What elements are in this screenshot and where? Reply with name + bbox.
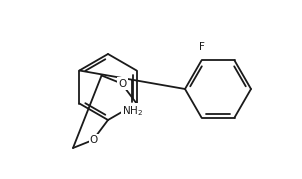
Text: NH$_2$: NH$_2$: [122, 104, 143, 118]
Text: O: O: [118, 79, 127, 88]
Text: O: O: [90, 135, 98, 145]
Text: F: F: [198, 42, 204, 52]
